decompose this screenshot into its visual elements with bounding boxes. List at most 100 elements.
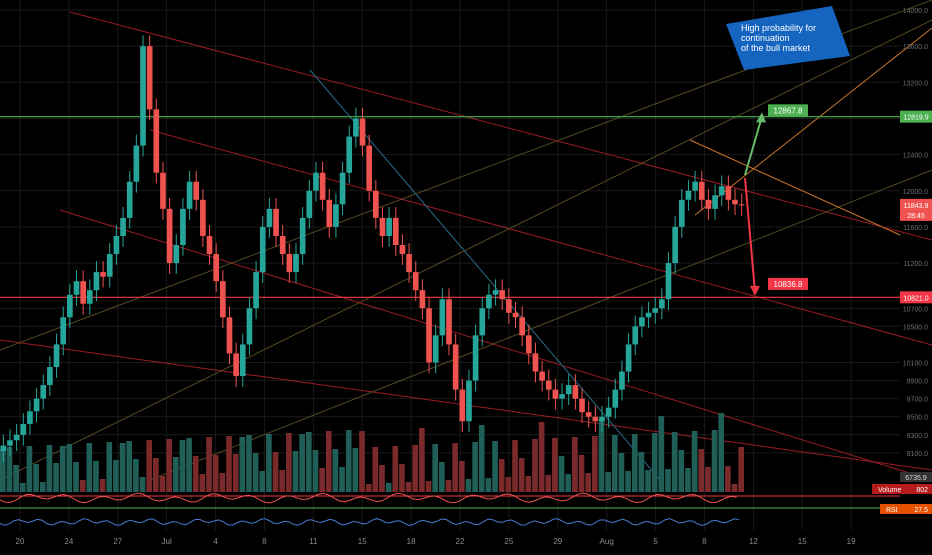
candle-body bbox=[619, 371, 625, 390]
volume-bar bbox=[598, 419, 605, 492]
candle-body bbox=[738, 204, 745, 206]
candle-body bbox=[206, 235, 213, 255]
candle-body bbox=[639, 317, 645, 327]
price-axis[interactable]: 14000.013600.013200.012800.012400.012000… bbox=[872, 8, 932, 514]
candle-body bbox=[452, 344, 459, 390]
candle-body bbox=[306, 190, 313, 218]
price-labels: 12867.8 10836.8 bbox=[768, 104, 808, 290]
volume-bar bbox=[379, 465, 385, 492]
volume-bar bbox=[485, 478, 492, 492]
volume-bar bbox=[711, 430, 718, 492]
volume-bar bbox=[246, 435, 252, 492]
candle-body bbox=[346, 136, 353, 173]
volume-bar bbox=[206, 437, 212, 492]
candle-body bbox=[386, 217, 392, 236]
volume-bar bbox=[458, 461, 465, 492]
candle-body bbox=[0, 445, 7, 452]
candle-body bbox=[579, 398, 585, 413]
volume-bar bbox=[738, 447, 744, 492]
volume-bar bbox=[106, 442, 113, 492]
volume-bar bbox=[638, 452, 645, 492]
time-axis[interactable]: 20 24 27 Jul 4 8 11 15 18 22 25 29 Aug 5 8 12 15 19 bbox=[0, 530, 932, 550]
annotation-callout[interactable]: High probability for continuation of the… bbox=[726, 6, 850, 70]
candle-body bbox=[486, 294, 492, 309]
candle-body bbox=[180, 208, 186, 245]
volume-label-box bbox=[872, 484, 932, 494]
time-tick-label: 8 bbox=[702, 537, 707, 546]
wedge-bottom-line bbox=[694, 27, 932, 216]
candle-body bbox=[33, 398, 40, 412]
volume-bar bbox=[166, 439, 172, 492]
fan-line bbox=[0, 19, 932, 481]
candle-body bbox=[406, 254, 412, 273]
candle-body bbox=[100, 272, 106, 277]
level-price-box bbox=[900, 110, 932, 123]
time-tick-label: 5 bbox=[653, 537, 658, 546]
time-tick-label: 15 bbox=[798, 537, 807, 546]
target-label-text: 10836.8 bbox=[774, 280, 803, 289]
time-tick-label: 15 bbox=[358, 537, 367, 546]
volume-bar bbox=[305, 432, 312, 492]
volume-label: Volume bbox=[878, 487, 901, 494]
candle-body bbox=[432, 335, 439, 363]
time-tick-label: 29 bbox=[553, 537, 562, 546]
candle-body bbox=[572, 385, 579, 399]
candle-body bbox=[226, 317, 233, 354]
volume-bar bbox=[53, 463, 59, 492]
volume-bar bbox=[226, 436, 232, 492]
candle-body bbox=[326, 199, 333, 227]
time-tick-label: Aug bbox=[600, 537, 614, 546]
rsi-line bbox=[0, 518, 740, 527]
volume-bar bbox=[392, 446, 399, 492]
candle-body bbox=[479, 308, 486, 336]
candle-body bbox=[233, 353, 239, 377]
volume-bar bbox=[159, 476, 166, 492]
candle-body bbox=[685, 190, 692, 200]
volume-bar bbox=[26, 446, 33, 492]
volume-bar bbox=[665, 469, 671, 492]
volume-ma-text: 6735.9 bbox=[905, 475, 927, 482]
volume-bar bbox=[718, 413, 725, 492]
price-tick-label: 11200.0 bbox=[903, 261, 928, 268]
candle-body bbox=[506, 299, 512, 313]
candle-body bbox=[492, 290, 499, 295]
candle-body bbox=[466, 380, 472, 422]
channel-line bbox=[0, 339, 932, 471]
volume-bar bbox=[99, 479, 106, 492]
volume-bar bbox=[319, 468, 325, 492]
candle-body bbox=[193, 181, 200, 200]
volume-ma-box bbox=[900, 472, 932, 482]
volume-bar bbox=[119, 443, 126, 492]
candle-body bbox=[273, 208, 279, 236]
price-tick-label: 9500.0 bbox=[907, 415, 929, 422]
candle-body bbox=[173, 245, 180, 264]
candle-body bbox=[213, 254, 220, 282]
candle-body bbox=[120, 217, 126, 236]
time-tick-label: 19 bbox=[847, 537, 856, 546]
rsi-label-box bbox=[880, 504, 932, 514]
candle-body bbox=[472, 335, 479, 381]
volume-bar bbox=[286, 433, 292, 492]
current-price-box bbox=[900, 198, 932, 221]
candle-body bbox=[13, 434, 20, 441]
volume-bar bbox=[592, 436, 598, 492]
volume-bar bbox=[518, 458, 525, 492]
volume-bar bbox=[79, 480, 86, 492]
candle-body bbox=[293, 254, 299, 273]
volume-bar bbox=[212, 455, 219, 492]
time-axis-bg bbox=[0, 530, 932, 550]
candle-body bbox=[426, 308, 432, 363]
price-tick-label: 9100.0 bbox=[907, 451, 929, 458]
volume-bar bbox=[651, 433, 658, 492]
candle-body bbox=[186, 181, 193, 209]
annotation-box bbox=[726, 6, 850, 70]
volume-bar bbox=[6, 447, 13, 492]
channel-line bbox=[69, 11, 932, 241]
volume-bar bbox=[365, 484, 372, 492]
volume-bar bbox=[232, 454, 239, 492]
time-tick-label: 27 bbox=[113, 537, 122, 546]
candle-body bbox=[239, 344, 246, 377]
candle-body bbox=[366, 145, 372, 191]
volume-bar bbox=[266, 434, 272, 492]
